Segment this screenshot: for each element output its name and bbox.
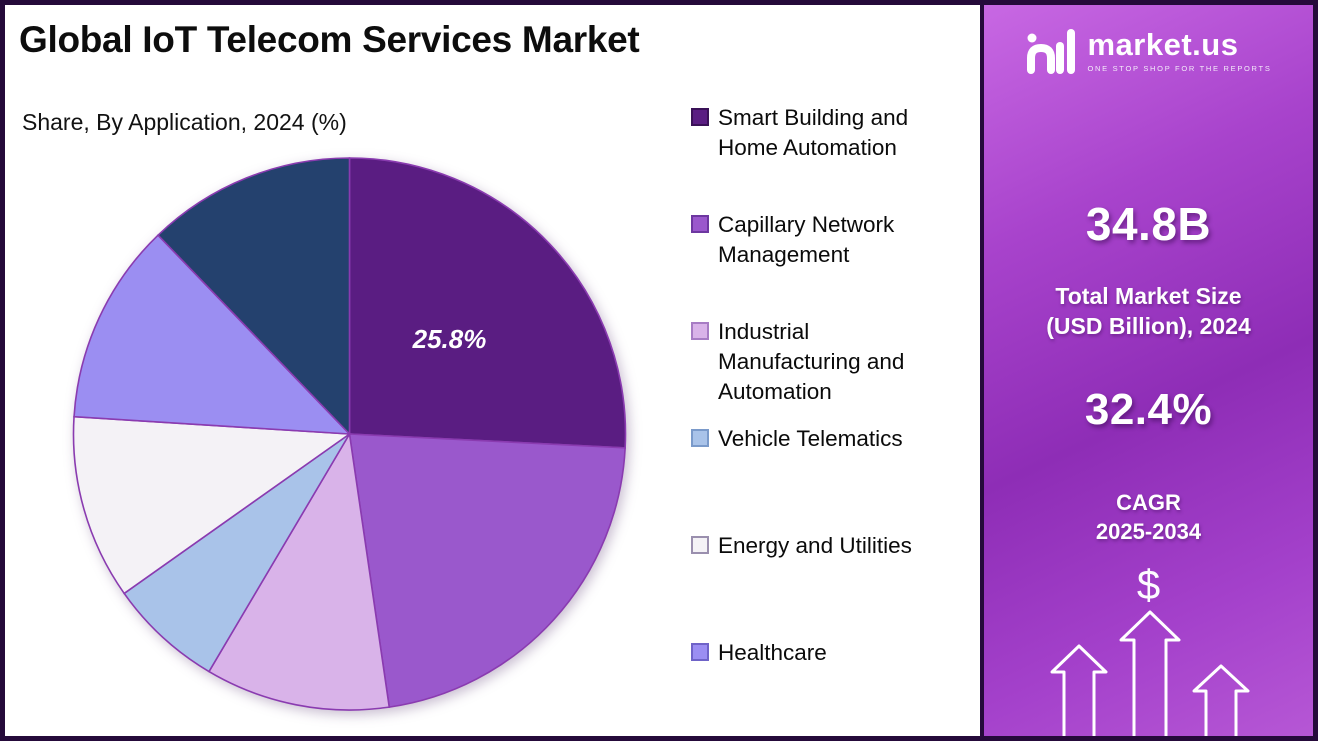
cagr-value: 32.4% [1084,385,1213,434]
legend-item: Healthcare [691,638,961,736]
pie-slice-2 [348,433,626,709]
legend-label: Industrial Manufacturing and Automation [718,319,905,404]
legend-label: Energy and Utilities [718,533,912,558]
market-size-label-line1: Total Market Size [1055,283,1242,309]
legend-item: Smart Building and Home Automation [691,103,961,210]
legend-item: Energy and Utilities [691,531,961,638]
pie-slice-7 [156,157,351,436]
legend-swatch [691,643,709,661]
legend-item: Vehicle Telematics [691,424,961,531]
page-title: Global IoT Telecom Services Market [19,19,640,60]
pie-data-label: 25.8% [412,324,487,354]
legend-swatch [691,108,709,126]
legend-swatch [691,429,709,447]
growth-arrow-right [1192,664,1250,736]
pie-chart: 25.8% [72,157,627,711]
sidebar: market.us ONE STOP SHOP FOR THE REPORTS … [980,5,1313,736]
legend-label: Smart Building and Home Automation [718,105,909,160]
brand-tagline: ONE STOP SHOP FOR THE REPORTS [1087,64,1272,73]
cagr-label-text: CAGR [1116,490,1181,515]
market-us-logo-icon [1027,29,1076,74]
legend-item: Industrial Manufacturing and Automation [691,317,961,424]
legend-item: Capillary Network Management [691,210,961,317]
pie-slice-1 [348,157,627,449]
pie-slice-3 [207,431,391,711]
legend-label: Capillary Network Management [718,212,895,267]
pie-slice-6 [73,234,352,435]
growth-arrow-left [1050,644,1108,736]
legend-swatch [691,215,709,233]
growth-arrow-middle [1119,610,1181,736]
market-size-label-line2: (USD Billion), 2024 [1046,313,1251,340]
brand-logo: market.us ONE STOP SHOP FOR THE REPORTS [984,25,1313,77]
cagr-period: 2025-2034 [1095,519,1202,545]
chart-panel: Global IoT Telecom Services Market Share… [5,5,980,736]
growth-arrows-icon [1050,610,1250,736]
pie-slice-5 [72,415,352,595]
dollar-icon: $ [1136,561,1161,608]
market-size-value: 34.8B [1085,198,1212,250]
cagr-label: CAGR 2025-2034 [984,488,1313,546]
brand-text: market.us ONE STOP SHOP FOR THE REPORTS [1087,29,1271,73]
legend-swatch [691,536,709,554]
market-size-label: Total Market Size (USD Billion), 2024 [984,281,1313,342]
legend-label: Healthcare [718,640,827,665]
brand-name: market.us [1087,27,1239,62]
chart-legend: Smart Building and Home Automation Capill… [691,103,961,736]
pie-slice-4 [123,433,351,673]
legend-label: Vehicle Telematics [718,426,903,451]
chart-subtitle: Share, By Application, 2024 (%) [22,109,347,135]
legend-swatch [691,322,709,340]
